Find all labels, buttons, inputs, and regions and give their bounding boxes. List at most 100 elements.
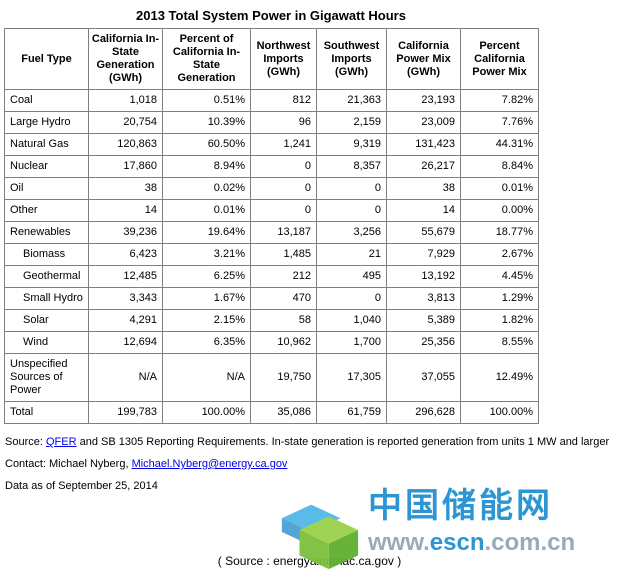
value-cell: 7,929 <box>386 243 461 266</box>
table-row: Renewables 39,236 19.64% 13,187 3,256 55,679 1… <box>4 221 539 244</box>
value-cell: 1,018 <box>88 89 163 112</box>
value-cell: 58 <box>250 309 317 332</box>
fuel-type-cell: Total <box>4 401 89 424</box>
value-cell: 100.00% <box>162 401 251 424</box>
value-cell: 8.55% <box>460 331 539 354</box>
table-row: Small Hydro 3,343 1.67% 470 0 3,813 1.29% <box>4 287 539 310</box>
value-cell: 21 <box>316 243 387 266</box>
value-cell: 12,694 <box>88 331 163 354</box>
table-row: Solar 4,291 2.15% 58 1,040 5,389 1.82% <box>4 309 539 332</box>
value-cell: 2,159 <box>316 111 387 134</box>
table-row: Total 199,783 100.00% 35,086 61,759 296,628 10… <box>4 401 539 424</box>
value-cell: 8,357 <box>316 155 387 178</box>
value-cell: 131,423 <box>386 133 461 156</box>
table-row: Nuclear 17,860 8.94% 0 8,357 26,217 8.84% <box>4 155 539 178</box>
data-as-of-line: Data as of September 25, 2014 <box>5 480 158 492</box>
value-cell: 8.94% <box>162 155 251 178</box>
watermark-url: www.escn.com.cn <box>368 530 575 556</box>
value-cell: 470 <box>250 287 317 310</box>
value-cell: 3,813 <box>386 287 461 310</box>
value-cell: 19.64% <box>162 221 251 244</box>
qfer-link[interactable]: QFER <box>45 436 77 448</box>
value-cell: 1,700 <box>316 331 387 354</box>
watermark-url-suffix: .com.cn <box>484 529 576 556</box>
value-cell: 1,485 <box>250 243 317 266</box>
fuel-type-cell: Solar <box>4 309 89 332</box>
source-line: Source: QFER and SB 1305 Reporting Requi… <box>5 436 619 448</box>
value-cell: 3.21% <box>162 243 251 266</box>
fuel-type-cell: Geothermal <box>4 265 89 288</box>
value-cell: 10,962 <box>250 331 317 354</box>
value-cell: 12,485 <box>88 265 163 288</box>
value-cell: 9,319 <box>316 133 387 156</box>
fuel-type-cell: Small Hydro <box>4 287 89 310</box>
fuel-type-cell: Nuclear <box>4 155 89 178</box>
value-cell: 296,628 <box>386 401 461 424</box>
value-cell: 38 <box>386 177 461 200</box>
value-cell: 25,356 <box>386 331 461 354</box>
contact-line: Contact: Michael Nyberg, Michael.Nyberg@… <box>5 458 619 470</box>
source-suffix: and SB 1305 Reporting Requirements. In-s… <box>76 436 610 448</box>
value-cell: 8.84% <box>460 155 539 178</box>
value-cell: 0 <box>316 199 387 222</box>
fuel-type-cell: Wind <box>4 331 89 354</box>
value-cell: 17,305 <box>316 353 387 402</box>
bottom-source-caption: ( Source : energyalmanac.ca.gov ) <box>217 554 402 568</box>
value-cell: 14 <box>88 199 163 222</box>
value-cell: 13,192 <box>386 265 461 288</box>
table-row: Geothermal 12,485 6.25% 212 495 13,192 4.45% <box>4 265 539 288</box>
value-cell: 26,217 <box>386 155 461 178</box>
value-cell: 0 <box>316 177 387 200</box>
value-cell: 37,055 <box>386 353 461 402</box>
table-row: Large Hydro 20,754 10.39% 96 2,159 23,009 7.76… <box>4 111 539 134</box>
watermark-url-prefix: www. <box>368 529 430 556</box>
power-table: Fuel Type California In-State Generation … <box>4 28 539 424</box>
value-cell: 35,086 <box>250 401 317 424</box>
fuel-type-cell: Renewables <box>4 221 89 244</box>
column-header: Percent of California In-State Generatio… <box>162 28 251 90</box>
value-cell: 5,389 <box>386 309 461 332</box>
column-header: Fuel Type <box>4 28 89 90</box>
fuel-type-cell: Unspecified Sources of Power <box>4 353 89 402</box>
value-cell: 0 <box>250 177 317 200</box>
value-cell: 199,783 <box>88 401 163 424</box>
fuel-type-cell: Large Hydro <box>4 111 89 134</box>
value-cell: 38 <box>88 177 163 200</box>
value-cell: 6,423 <box>88 243 163 266</box>
fuel-type-cell: Oil <box>4 177 89 200</box>
value-cell: N/A <box>88 353 163 402</box>
value-cell: 0.01% <box>162 199 251 222</box>
value-cell: 21,363 <box>316 89 387 112</box>
value-cell: 1.67% <box>162 287 251 310</box>
escn-watermark: 中国储能网 www.escn.com.cn <box>276 488 575 572</box>
value-cell: 0 <box>316 287 387 310</box>
source-prefix: Source: <box>5 436 46 448</box>
table-row: Oil 38 0.02% 0 0 38 0.01% <box>4 177 539 200</box>
value-cell: 0 <box>250 155 317 178</box>
table-row: Unspecified Sources of Power N/A N/A 19,750… <box>4 353 539 402</box>
value-cell: 812 <box>250 89 317 112</box>
value-cell: 96 <box>250 111 317 134</box>
value-cell: 2.67% <box>460 243 539 266</box>
value-cell: 20,754 <box>88 111 163 134</box>
page: 2013 Total System Power in Gigawatt Hour… <box>0 8 619 584</box>
column-header: Percent California Power Mix <box>460 28 539 90</box>
column-header: California Power Mix (GWh) <box>386 28 461 90</box>
contact-prefix: Contact: Michael Nyberg, <box>5 458 132 470</box>
value-cell: 55,679 <box>386 221 461 244</box>
escn-cube-logo-icon <box>281 504 359 570</box>
fuel-type-cell: Natural Gas <box>4 133 89 156</box>
value-cell: 3,256 <box>316 221 387 244</box>
value-cell: 1,241 <box>250 133 317 156</box>
value-cell: 4,291 <box>88 309 163 332</box>
value-cell: 1.82% <box>460 309 539 332</box>
contact-email-link[interactable]: Michael.Nyberg@energy.ca.gov <box>131 458 288 470</box>
watermark-url-highlight: escn <box>429 529 485 556</box>
value-cell: 23,009 <box>386 111 461 134</box>
value-cell: N/A <box>162 353 251 402</box>
value-cell: 0.51% <box>162 89 251 112</box>
value-cell: 60.50% <box>162 133 251 156</box>
table-body: Coal 1,018 0.51% 812 21,363 23,193 7.82% Large … <box>4 89 539 424</box>
fuel-type-cell: Coal <box>4 89 89 112</box>
value-cell: 12.49% <box>460 353 539 402</box>
